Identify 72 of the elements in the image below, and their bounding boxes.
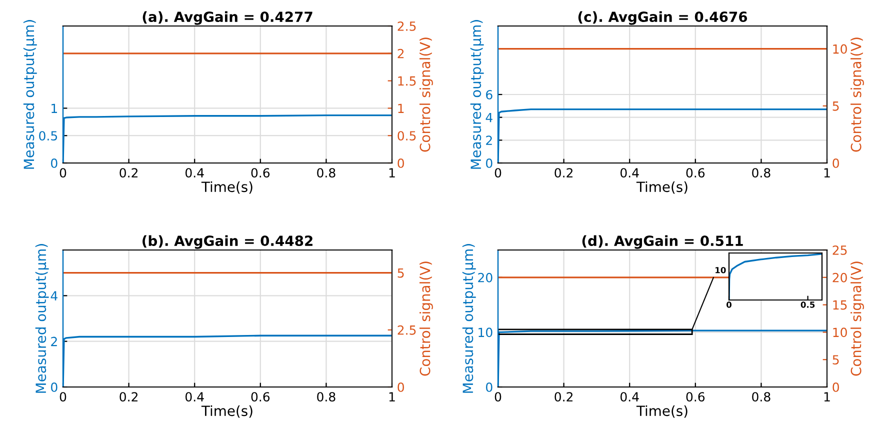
x-tick-label: 0	[60, 168, 66, 178]
y-axis-title: Measured output(μm)	[470, 20, 484, 169]
y-tick-label: 2	[486, 136, 492, 145]
y2-tick-label: 0.5	[398, 131, 416, 141]
y-tick-label: 2	[51, 336, 57, 346]
x-tick-label: 0.8	[317, 392, 336, 402]
y2-tick-label: 0	[398, 382, 404, 392]
y2-tick-label: 10	[833, 44, 847, 54]
y2-tick-label: 25	[832, 245, 847, 255]
y-tick-label: 0	[486, 158, 492, 168]
chart-title: (b). AvgGain = 0.4482	[142, 235, 312, 249]
y2-axis-title: Control signal(V)	[420, 262, 433, 376]
x-axis-title: Time(s)	[201, 181, 252, 194]
x-tick-label: 0.4	[620, 392, 639, 402]
x-tick-label: 0.8	[317, 168, 336, 178]
x-tick-label: 0.4	[620, 168, 639, 178]
y2-tick-label: 1.5	[398, 76, 416, 86]
y-axis-title: Measured output(μm)	[35, 244, 49, 393]
y2-tick-label: 0	[832, 382, 839, 392]
x-tick-label: 0.2	[554, 168, 572, 178]
x-tick-label: 0.6	[251, 392, 270, 402]
y2-tick-label: 5	[832, 355, 839, 365]
y-tick-label: 0	[51, 382, 58, 392]
y2-tick-label: 2.5	[398, 325, 416, 335]
y-tick-label: 0	[51, 158, 58, 168]
chart-title: (c). AvgGain = 0.4676	[578, 11, 748, 25]
x-tick-label: 0.6	[251, 168, 270, 178]
x-tick-label: 0	[60, 392, 66, 402]
x-axis-title: Time(s)	[636, 405, 688, 418]
x-tick-label: 1	[824, 392, 830, 402]
y2-tick-label: 10	[833, 328, 847, 338]
y-axis-title: Measured output(μm)	[462, 244, 476, 393]
x-tick-label: 0.2	[120, 168, 138, 178]
y-tick-label: 1	[52, 104, 57, 113]
x-tick-label: 0	[494, 392, 502, 402]
x-tick-label: 0.2	[120, 392, 138, 402]
y-axis-title: Measured output(μm)	[23, 20, 37, 169]
x-tick-label: 1	[389, 392, 395, 402]
y2-tick-label: 20	[832, 272, 847, 282]
y2-tick-label: 2.5	[398, 21, 416, 31]
x-tick-label: 0.6	[686, 392, 705, 402]
x-tick-label: 0.4	[185, 168, 204, 178]
x-axis-title: Time(s)	[636, 181, 688, 194]
y2-tick-label: 5	[398, 268, 404, 278]
y2-tick-label: 2	[398, 48, 404, 58]
y2-axis-title: Control signal(V)	[420, 38, 433, 152]
y2-tick-label: 0	[398, 158, 404, 168]
y-tick-label: 4	[50, 291, 58, 300]
x-tick-label: 0.8	[752, 168, 770, 178]
y2-tick-label: 5	[832, 102, 839, 111]
y-tick-label: 10	[478, 328, 492, 338]
x-tick-label: 0.4	[185, 392, 204, 402]
y-tick-label: 0	[486, 382, 492, 392]
y-tick-label: 0.5	[39, 131, 58, 141]
x-tick-label: 0	[494, 168, 502, 178]
y2-axis-title: Control signal(V)	[850, 262, 864, 376]
y-tick-label: 4	[486, 112, 492, 122]
x-tick-label: 1	[389, 168, 395, 178]
y2-tick-label: 0	[832, 158, 839, 168]
x-axis-title: Time(s)	[201, 405, 252, 418]
chart-title: (a). AvgGain = 0.4277	[142, 11, 312, 25]
x-tick-label: 0.2	[554, 392, 572, 402]
x-tick-label: 0.6	[686, 168, 705, 178]
chart-title: (d). AvgGain = 0.511	[582, 235, 743, 249]
x-tick-label: 1	[824, 168, 830, 178]
y-tick-label: 20	[478, 272, 492, 282]
annotation: 10	[716, 266, 726, 274]
y-tick-label: 6	[486, 90, 492, 100]
y2-axis-title: Control signal(V)	[850, 38, 864, 152]
y2-tick-label: 1	[398, 104, 404, 113]
y2-tick-label: 15	[833, 300, 847, 310]
x-tick-label: 0.8	[752, 392, 770, 402]
